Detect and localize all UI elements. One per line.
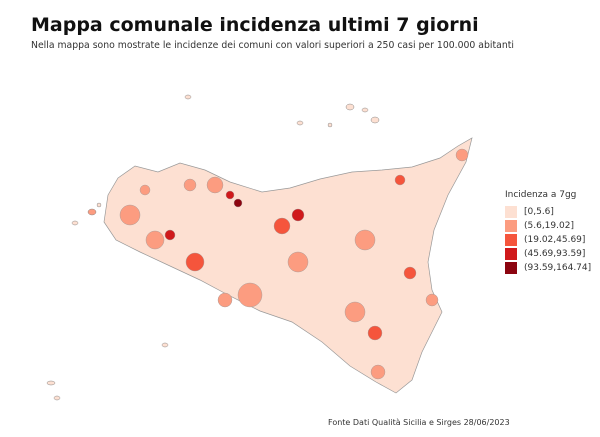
legend-label: [0,5.6] — [524, 206, 554, 217]
legend-swatch — [505, 205, 517, 218]
legend: Incidenza a 7gg [0,5.6] (5.6,19.02] (19.02… — [505, 190, 591, 275]
legend-swatch — [505, 261, 517, 274]
small-islands — [46, 94, 380, 401]
legend-swatch — [505, 233, 517, 246]
legend-label: (93.59,164.74] — [524, 262, 592, 273]
legend-item: (19.02,45.69] — [505, 233, 591, 246]
sicily-region — [103, 137, 473, 394]
legend-label: (45.69,93.59] — [524, 248, 586, 259]
map-title: Mappa comunale incidenza ultimi 7 giorni — [31, 14, 479, 36]
legend-item: (93.59,164.74] — [505, 261, 591, 274]
legend-item: (5.6,19.02] — [505, 219, 591, 232]
legend-swatch — [505, 247, 517, 260]
map-subtitle: Nella mappa sono mostrate le incidenze d… — [31, 40, 514, 51]
municipality-fills — [119, 148, 469, 380]
legend-label: (5.6,19.02] — [524, 220, 574, 231]
legend-item: (45.69,93.59] — [505, 247, 591, 260]
legend-swatch — [505, 219, 517, 232]
source-note: Fonte Dati Qualità Sicilia e Sirges 28/0… — [328, 418, 510, 427]
legend-title: Incidenza a 7gg — [505, 190, 577, 200]
legend-item: [0,5.6] — [505, 205, 591, 218]
legend-label: (19.02,45.69] — [524, 234, 586, 245]
